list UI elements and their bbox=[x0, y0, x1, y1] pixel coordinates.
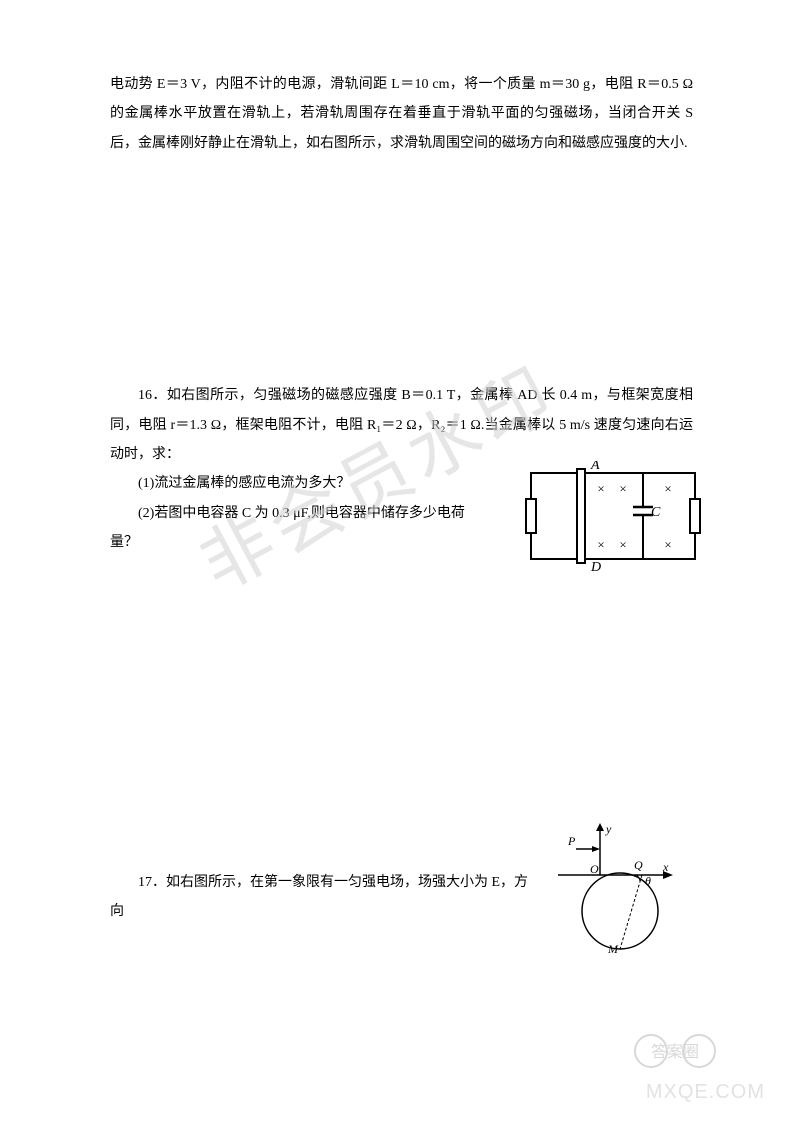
x-mark-icon: × bbox=[664, 537, 671, 552]
q17-intro-text: 如右图所示，在第一象限有一匀强电场，场强大小为 E，方向 bbox=[110, 875, 528, 919]
x-mark-icon: × bbox=[597, 537, 604, 552]
q15-text: 电动势 E＝3 V，内阻不计的电源，滑轨间距 L＝10 cm，将一个质量 m＝3… bbox=[110, 70, 693, 158]
label-r2: R₂ bbox=[702, 508, 703, 523]
spacing-gap-1 bbox=[110, 166, 693, 381]
spacing-gap-2 bbox=[110, 558, 693, 868]
x-mark-icon: × bbox=[597, 481, 604, 496]
q16-block: 16．如右图所示，匀强磁场的磁感应强度 B＝0.1 T，金属棒 AD 长 0.4… bbox=[110, 381, 693, 557]
bottom-badge-icon: 答案圈 bbox=[633, 1032, 718, 1070]
circuit-diagram: × × × × × × A D R₁ R₂ C bbox=[523, 461, 703, 571]
resistor-r2 bbox=[690, 499, 700, 533]
label-y: y bbox=[605, 823, 612, 836]
q16-intro: 16．如右图所示，匀强磁场的磁感应强度 B＝0.1 T，金属棒 AD 长 0.4… bbox=[110, 381, 693, 469]
label-d: D bbox=[590, 560, 601, 571]
q16-sub2: (2)若图中电容器 C 为 0.3 μF,则电容器中储存多少电荷量？ bbox=[110, 499, 480, 558]
q17-block: 17．如右图所示，在第一象限有一匀强电场，场强大小为 E，方向 y x P O … bbox=[110, 868, 693, 927]
badge-text: 答案圈 bbox=[651, 1043, 699, 1061]
x-mark-icon: × bbox=[664, 481, 671, 496]
x-mark-icon: × bbox=[619, 481, 626, 496]
q17-intro: 17．如右图所示，在第一象限有一匀强电场，场强大小为 E，方向 bbox=[110, 868, 540, 927]
x-mark-icon: × bbox=[619, 537, 626, 552]
label-m: M bbox=[607, 942, 619, 953]
p-arrow-icon bbox=[592, 846, 600, 852]
q16-sub1: (1)流过金属棒的感应电流为多大？ bbox=[110, 469, 480, 498]
label-a: A bbox=[590, 461, 600, 473]
resistor-r1 bbox=[526, 499, 536, 533]
page-content: 电动势 E＝3 V，内阻不计的电源，滑轨间距 L＝10 cm，将一个质量 m＝3… bbox=[0, 0, 793, 986]
q16-number: 16． bbox=[138, 388, 167, 403]
label-x: x bbox=[662, 860, 669, 874]
q16-intro-text: 如右图所示，匀强磁场的磁感应强度 B＝0.1 T，金属棒 AD 长 0.4 m，… bbox=[110, 388, 693, 462]
circuit-rod-ad bbox=[577, 469, 585, 563]
coordinate-diagram: y x P O Q θ M bbox=[558, 823, 673, 953]
q17-number: 17． bbox=[138, 875, 166, 890]
label-o: O bbox=[590, 862, 599, 876]
y-arrow-icon bbox=[596, 823, 604, 831]
label-c: C bbox=[651, 505, 661, 520]
dashed-line-qm bbox=[620, 875, 642, 949]
label-p: P bbox=[567, 834, 576, 848]
bottom-watermark-text: MXQE.COM bbox=[646, 1081, 765, 1104]
label-q: Q bbox=[634, 858, 643, 872]
label-theta: θ bbox=[645, 874, 651, 888]
